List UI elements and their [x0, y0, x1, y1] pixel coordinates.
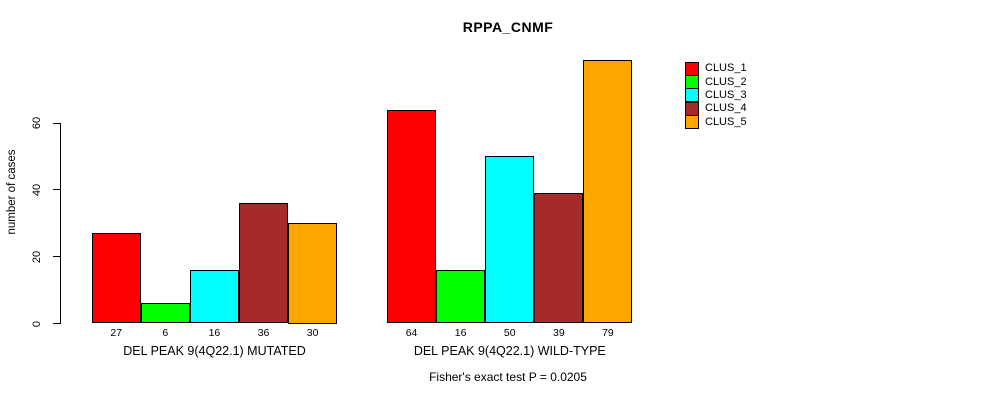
y-tick-label: 40	[31, 183, 43, 196]
bar-count-label: 50	[503, 327, 516, 339]
bar-count-label: 30	[306, 327, 319, 339]
legend-swatch-clus_4	[685, 101, 699, 116]
bar-clus_4-group1	[239, 203, 289, 324]
y-tick-mark	[53, 122, 60, 124]
bar-clus_5-group2	[583, 59, 633, 324]
bar-clus_5-group1	[288, 223, 338, 324]
y-axis-title: number of cases	[6, 149, 18, 235]
legend-item: CLUS_1	[685, 61, 747, 76]
y-tick-mark	[53, 256, 60, 258]
y-tick-label: 20	[31, 250, 43, 263]
group-label-wild-type: DEL PEAK 9(4Q22.1) WILD-TYPE	[413, 344, 606, 358]
legend: CLUS_1 CLUS_2 CLUS_3 CLUS_4 CLUS_5	[685, 61, 747, 130]
bar-clus_3-group2	[485, 156, 535, 324]
legend-item-label: CLUS_1	[705, 62, 747, 75]
y-tick-mark	[53, 323, 60, 324]
legend-swatch-clus_2	[685, 75, 699, 90]
y-tick-mark	[53, 189, 60, 191]
legend-item-label: CLUS_2	[705, 75, 747, 88]
bar-clus_3-group1	[189, 270, 239, 324]
legend-swatch-clus_3	[685, 88, 699, 103]
y-axis-line	[60, 123, 61, 324]
legend-item-label: CLUS_4	[705, 102, 747, 115]
chart-title: RPPA_CNMF	[462, 19, 554, 35]
bar-count-label: 39	[553, 327, 565, 339]
bar-count-label: 27	[110, 327, 123, 339]
fisher-exact-test-label: Fisher's exact test P = 0.0205	[429, 370, 587, 384]
legend-item: CLUS_5	[685, 115, 747, 130]
legend-item: CLUS_3	[685, 88, 747, 103]
bar-clus_2-group2	[436, 270, 486, 324]
legend-item: CLUS_4	[685, 101, 747, 116]
bar-count-label: 6	[162, 327, 169, 339]
legend-item-label: CLUS_3	[705, 88, 747, 101]
legend-item-label: CLUS_5	[705, 115, 747, 128]
y-tick-label: 60	[31, 116, 43, 130]
bar-count-label: 16	[208, 327, 221, 339]
bar-count-label: 36	[257, 327, 270, 339]
bar-count-label: 64	[405, 327, 418, 339]
bar-clus_4-group2	[534, 193, 584, 324]
bar-clus_1-group2	[387, 109, 437, 324]
y-tick-label: 0	[31, 320, 43, 327]
legend-swatch-clus_1	[685, 61, 699, 76]
legend-item: CLUS_2	[685, 75, 747, 90]
bar-clus_2-group1	[140, 303, 190, 324]
bar-count-label: 16	[454, 327, 467, 339]
group-label-mutated: DEL PEAK 9(4Q22.1) MUTATED	[123, 344, 306, 358]
legend-swatch-clus_5	[685, 115, 699, 130]
bar-count-label: 79	[602, 327, 614, 339]
bar-clus_1-group1	[91, 233, 141, 324]
